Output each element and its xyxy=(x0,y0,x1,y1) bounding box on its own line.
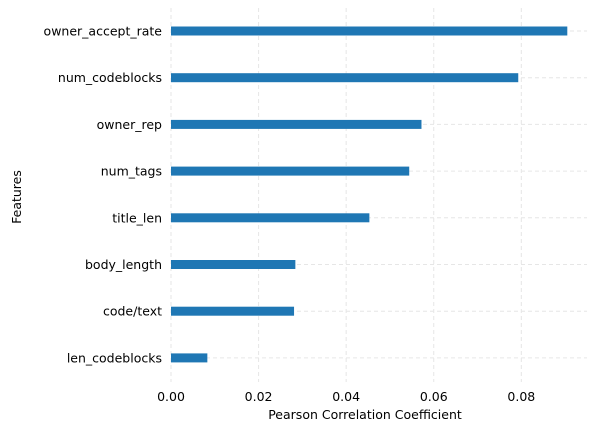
y-axis-label: Features xyxy=(9,170,24,224)
bar-owner-rep xyxy=(171,119,422,129)
bar-code-text xyxy=(171,306,295,316)
y-tick-label: num_tags xyxy=(101,164,162,179)
bar-title-len xyxy=(171,213,370,223)
y-tick-label: len_codeblocks xyxy=(67,350,162,365)
bar-body-length xyxy=(171,260,296,269)
x-tick-label: 0.00 xyxy=(157,389,185,404)
y-tick-label: body_length xyxy=(85,257,162,272)
x-tick-labels: 0.00 0.02 0.04 0.06 0.08 xyxy=(157,389,535,404)
y-tick-labels: owner_accept_rate num_codeblocks owner_rep… xyxy=(44,24,163,366)
y-tick-label: owner_rep xyxy=(97,117,162,132)
y-tick-label: title_len xyxy=(112,210,162,225)
x-axis-label: Pearson Correlation Coefficient xyxy=(268,407,462,422)
bar-num-codeblocks xyxy=(171,73,519,83)
bar-num-tags xyxy=(171,166,410,176)
x-tick-label: 0.06 xyxy=(420,389,448,404)
x-tick-label: 0.04 xyxy=(332,389,360,404)
x-tick-label: 0.08 xyxy=(507,389,535,404)
y-tick-label: code/text xyxy=(103,304,162,319)
grid-lines xyxy=(170,8,587,382)
bar-owner-accept-rate xyxy=(171,26,568,36)
y-tick-label: num_codeblocks xyxy=(58,70,162,85)
y-tick-label: owner_accept_rate xyxy=(44,24,163,39)
x-tick-label: 0.02 xyxy=(245,389,273,404)
bar-len-codeblocks xyxy=(171,353,208,363)
bars xyxy=(171,26,568,363)
